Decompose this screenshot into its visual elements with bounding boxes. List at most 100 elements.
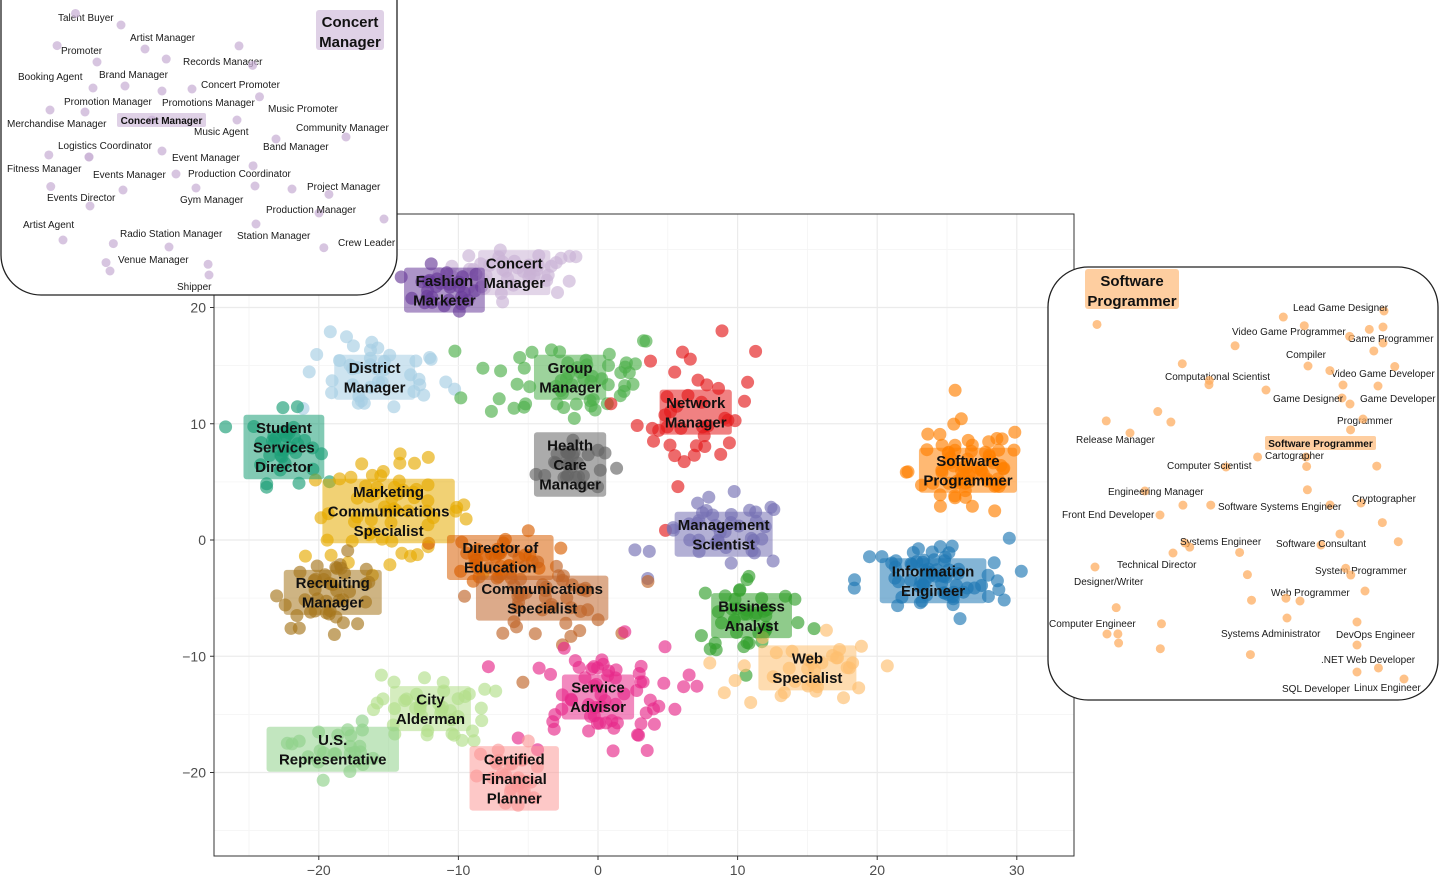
data-point: [717, 686, 731, 700]
data-point: [698, 586, 712, 600]
inset-point-label: Technical Director: [1117, 560, 1197, 571]
cluster-label: Services: [253, 439, 315, 456]
inset-point: [1338, 380, 1348, 390]
cluster-label: Group: [548, 360, 593, 377]
inset-point: [1261, 385, 1271, 395]
data-point: [357, 396, 371, 410]
data-point: [610, 461, 624, 475]
inset-point: [341, 132, 351, 142]
data-point: [516, 675, 530, 689]
data-point: [740, 636, 754, 649]
data-point: [219, 420, 233, 434]
inset-point: [314, 208, 324, 218]
inset-point: [105, 266, 115, 276]
inset-point-label: Game Programmer: [1348, 334, 1434, 345]
inset-point: [1316, 540, 1326, 550]
inset-point: [1393, 537, 1403, 547]
inset-point-label: Production Coordinator: [188, 169, 292, 180]
inset-point: [1185, 542, 1195, 552]
data-point: [642, 544, 656, 558]
data-point: [290, 400, 304, 414]
data-point: [690, 679, 704, 693]
inset-point-label: Concert Promoter: [201, 80, 281, 91]
inset-point-label: Event Manager: [172, 153, 240, 164]
data-point: [467, 734, 481, 748]
data-point: [634, 717, 648, 731]
cluster-label-box: [283, 569, 382, 615]
inset-point-label: Promoter: [61, 46, 103, 57]
inset-point: [203, 259, 213, 269]
cluster-label: Planner: [487, 790, 542, 807]
data-point: [423, 351, 437, 364]
inset-point: [1281, 593, 1291, 603]
data-point: [371, 341, 385, 355]
data-point: [532, 661, 546, 675]
data-point: [408, 456, 421, 470]
data-point: [420, 728, 434, 742]
cluster-label: Student: [256, 420, 312, 437]
data-point: [567, 411, 581, 425]
data-point: [640, 744, 654, 757]
data-point: [599, 716, 613, 730]
inset-center-box: [1265, 436, 1376, 450]
data-point: [270, 589, 284, 603]
data-point: [606, 744, 620, 758]
inset-point-label: Shipper: [177, 282, 212, 293]
inset-point-label: Artist Manager: [130, 33, 196, 44]
data-point: [703, 656, 717, 670]
data-point: [647, 717, 661, 731]
data-point: [387, 400, 401, 414]
data-point: [523, 380, 537, 394]
data-point: [906, 546, 920, 559]
cluster-label: Information: [892, 563, 975, 580]
cluster-label: Web: [792, 651, 823, 668]
data-point: [618, 379, 632, 393]
inset-point: [45, 105, 55, 115]
inset-title: Concert: [322, 14, 379, 31]
data-point: [774, 689, 788, 703]
inset-point-label: Promotion Manager: [64, 97, 152, 108]
data-point: [677, 455, 691, 469]
inset-point: [1245, 650, 1255, 660]
cluster-label: Marketer: [413, 292, 476, 309]
inset-point: [1337, 393, 1347, 403]
inset-point: [251, 219, 261, 229]
cluster-label: District: [349, 360, 401, 377]
data-point: [722, 436, 736, 450]
inset-point-label: Cryptographer: [1352, 494, 1417, 505]
inset-point: [1379, 306, 1389, 316]
data-point: [630, 419, 644, 432]
inset-point: [1345, 331, 1355, 341]
inset-point: [157, 146, 167, 156]
data-point: [569, 250, 583, 264]
data-point: [346, 339, 360, 353]
inset-point-label: Project Manager: [307, 182, 381, 193]
data-point: [588, 403, 602, 417]
cluster-label: Manager: [483, 275, 545, 292]
data-point: [727, 485, 741, 498]
cluster-label-box: [561, 674, 635, 720]
cluster-label: Manager: [539, 379, 601, 396]
inset-point: [70, 8, 80, 18]
data-point: [899, 465, 913, 479]
inset-point: [191, 183, 201, 193]
cluster-label-box: [322, 478, 455, 544]
x-tick-label: −20: [307, 862, 331, 878]
data-point: [557, 641, 571, 655]
data-point: [990, 574, 1004, 588]
data-point: [298, 549, 312, 563]
inset-point-label: Logistics Coordinator: [58, 141, 153, 152]
cluster-label: Concert: [486, 255, 543, 272]
inset-point: [1360, 586, 1370, 596]
data-point: [511, 731, 525, 745]
data-point: [340, 330, 353, 344]
data-point: [880, 659, 894, 673]
data-point: [582, 724, 596, 738]
inset-point-label: Compiler: [1286, 350, 1327, 361]
cluster-label: Advisor: [570, 699, 626, 716]
data-point: [494, 364, 508, 378]
data-point: [448, 344, 462, 358]
inset-point: [1242, 570, 1252, 580]
data-point: [854, 639, 868, 653]
data-point: [604, 397, 618, 411]
